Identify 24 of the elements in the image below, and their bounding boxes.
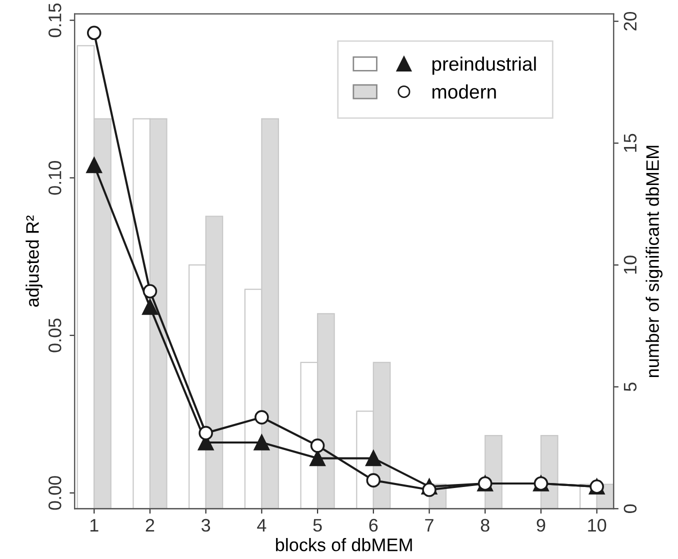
y-axis-title: adjusted R² <box>26 216 42 307</box>
y-tick-label: 0.00 <box>48 476 62 510</box>
x-tick-label: 10 <box>588 518 606 532</box>
x-tick-label: 5 <box>313 519 322 532</box>
y2-tick-label: 0 <box>624 504 637 514</box>
x-tick-label: 2 <box>146 518 154 532</box>
x-tick-label: 7 <box>425 519 434 532</box>
x-tick-label: 3 <box>202 518 210 532</box>
y2-tick-label: 15 <box>624 134 637 152</box>
y-tick-label: 0.15 <box>48 3 62 38</box>
x-axis-title: blocks of dbMEM <box>276 538 412 552</box>
x-tick-label: 4 <box>257 519 266 532</box>
y2-tick-label: 20 <box>624 12 637 30</box>
x-tick-label: 1 <box>90 519 98 532</box>
legend-label: modern <box>432 84 496 99</box>
y-tick-label: 0.10 <box>48 160 62 195</box>
y2-tick-label: 5 <box>624 382 637 392</box>
x-tick-label: 9 <box>536 518 546 532</box>
y2-axis-title: number of significant dbMEM <box>646 146 663 378</box>
y2-tick-label: 10 <box>624 256 637 274</box>
legend-label: preindustrial <box>432 56 536 75</box>
x-tick-label: 8 <box>480 518 490 532</box>
x-tick-label: 6 <box>369 518 378 532</box>
y-tick-label: 0.05 <box>48 318 62 352</box>
